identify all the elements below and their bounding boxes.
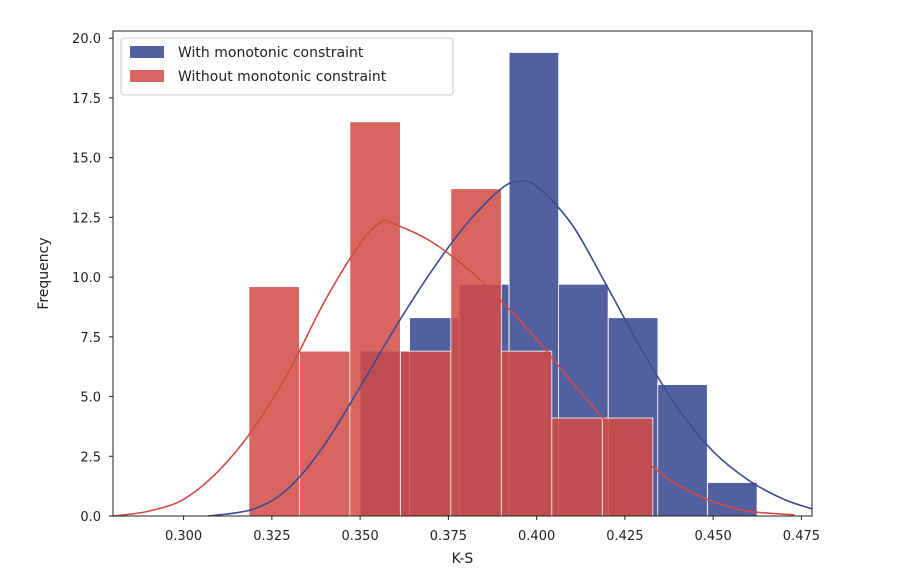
legend: With monotonic constraint Without monoto… (120, 37, 454, 96)
y-tick-label: 5.0 (80, 391, 101, 406)
bar-with-constraint-6 (657, 384, 708, 517)
y-tick-label: 20.0 (72, 32, 101, 47)
y-tick-label: 10.0 (72, 271, 101, 286)
legend-box (120, 37, 454, 96)
x-tick-label: 0.375 (430, 529, 467, 544)
y-tick-label: 7.5 (80, 331, 101, 346)
y-tick-label: 2.5 (80, 450, 101, 465)
bar-without-constraint-1 (298, 350, 351, 517)
y-axis-ticks: 0.0 2.5 5.0 7.5 10.0 12.5 15.0 17.5 20.0 (72, 32, 113, 525)
x-tick-label: 0.450 (695, 529, 732, 544)
x-tick-label: 0.425 (606, 529, 643, 544)
bar-without-constraint-5 (500, 350, 553, 517)
x-tick-label: 0.400 (518, 529, 555, 544)
bars-layer (248, 52, 758, 517)
y-tick-label: 0.0 (80, 510, 101, 525)
plot-frame (112, 30, 813, 517)
y-axis-label: Frequency (36, 237, 52, 309)
x-tick-label: 0.475 (783, 529, 820, 544)
kde-line-with-constraint (208, 180, 813, 517)
bar-without-constraint-4 (450, 188, 502, 517)
bar-without-constraint-7 (601, 417, 654, 517)
y-tick-label: 15.0 (72, 152, 101, 167)
legend-swatch-with-constraint (130, 46, 164, 58)
bar-without-constraint-6 (551, 417, 603, 517)
bar-without-constraint-3 (399, 350, 452, 517)
x-tick-label: 0.300 (165, 529, 202, 544)
y-tick-label: 12.5 (72, 211, 101, 226)
x-axis-label: K-S (452, 551, 474, 567)
bar-without-constraint-2 (349, 121, 401, 517)
legend-swatch-without-constraint (130, 70, 164, 82)
kde-layer (112, 180, 813, 517)
kde-line-without-constraint (112, 219, 795, 517)
x-tick-label: 0.350 (342, 529, 379, 544)
x-tick-label: 0.325 (253, 529, 290, 544)
x-axis-ticks: 0.300 0.325 0.350 0.375 0.400 0.425 0.450 0.475 (165, 516, 820, 544)
bar-without-constraint-0 (248, 286, 300, 517)
legend-label-with-constraint: With monotonic constraint (178, 45, 364, 61)
legend-label-without-constraint: Without monotonic constraint (178, 69, 387, 85)
y-tick-label: 17.5 (72, 92, 101, 107)
